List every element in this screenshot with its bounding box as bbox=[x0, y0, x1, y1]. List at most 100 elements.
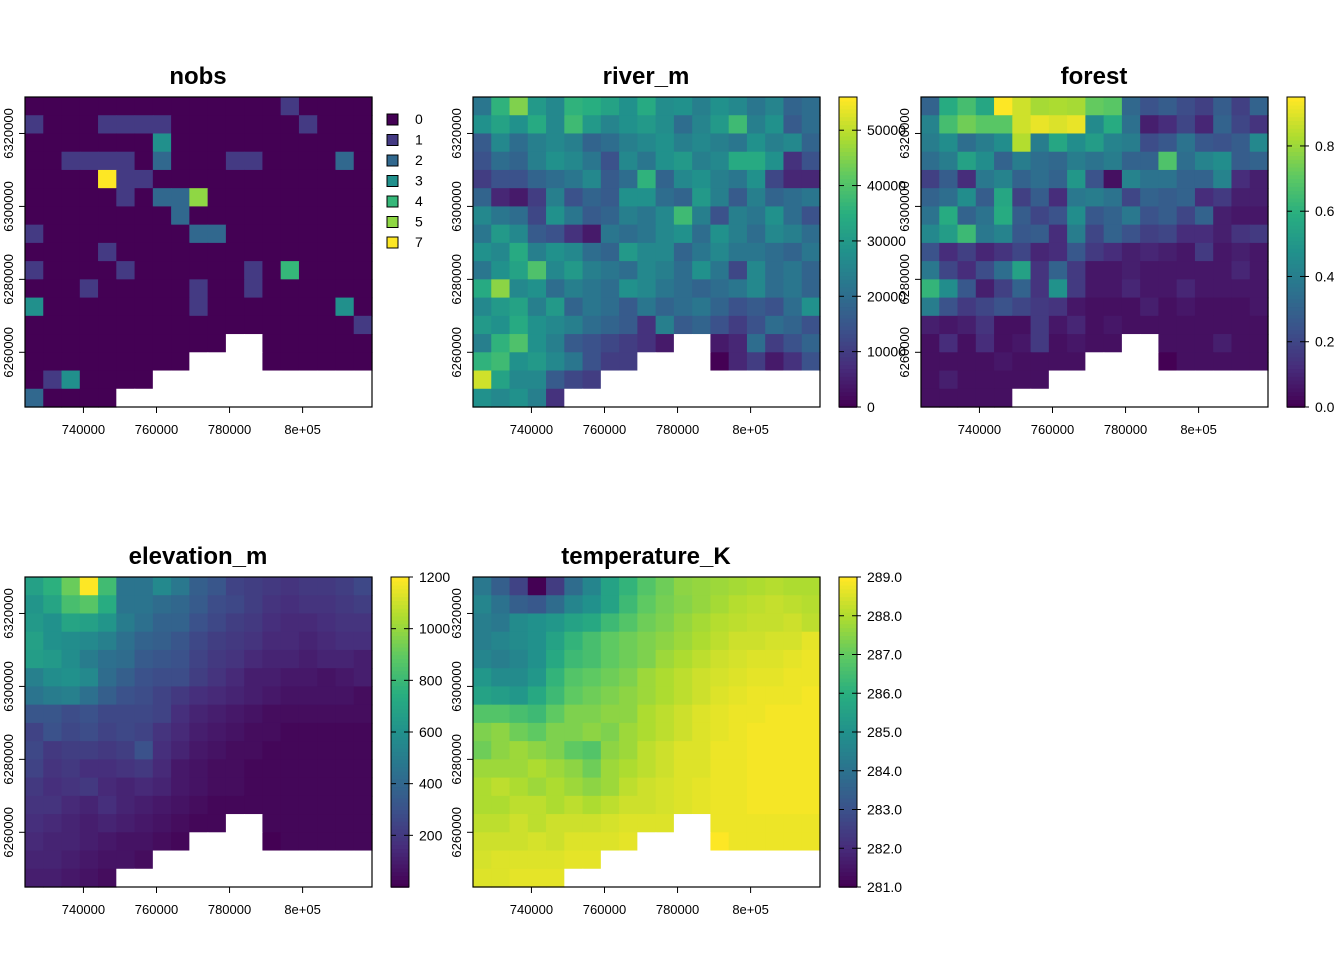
raster-cell bbox=[335, 388, 355, 408]
raster-cell bbox=[765, 169, 785, 189]
raster-cell bbox=[655, 850, 675, 870]
colorbar-step bbox=[391, 794, 409, 799]
raster-cell bbox=[152, 188, 172, 208]
raster-cell bbox=[655, 649, 675, 669]
raster-cell bbox=[1158, 242, 1178, 262]
raster-cell bbox=[1030, 151, 1050, 171]
colorbar-label: 289.0 bbox=[867, 569, 902, 585]
raster-cell bbox=[673, 352, 693, 372]
raster-cell bbox=[335, 814, 355, 833]
raster-cell bbox=[189, 577, 209, 596]
y-tick-label: 6300000 bbox=[449, 661, 464, 712]
raster-cell bbox=[98, 388, 117, 408]
colorbar-step bbox=[1287, 352, 1305, 358]
raster-cell bbox=[1194, 334, 1214, 353]
raster-cell bbox=[298, 777, 318, 797]
raster-cell bbox=[783, 315, 803, 335]
colorbar-step bbox=[1287, 228, 1305, 234]
raster-cell bbox=[783, 577, 803, 596]
raster-cell bbox=[61, 595, 81, 615]
colorbar-step bbox=[1287, 213, 1305, 218]
raster-cell bbox=[765, 261, 785, 280]
raster-cell bbox=[335, 97, 355, 116]
raster-cell bbox=[509, 595, 529, 615]
raster-cell bbox=[43, 649, 63, 669]
colorbar-step bbox=[1287, 275, 1305, 280]
raster-cell bbox=[1067, 261, 1086, 280]
raster-cell bbox=[98, 649, 117, 669]
raster-cell bbox=[335, 850, 355, 870]
colorbar-step bbox=[839, 615, 857, 621]
raster-cell bbox=[98, 814, 117, 833]
raster-cell bbox=[353, 169, 373, 189]
raster-cell bbox=[692, 668, 712, 688]
raster-cell bbox=[25, 577, 44, 596]
raster-cell bbox=[262, 97, 282, 116]
raster-cell bbox=[353, 151, 373, 171]
raster-cell bbox=[262, 814, 282, 833]
raster-cell bbox=[473, 722, 492, 742]
raster-cell bbox=[637, 722, 657, 742]
plot-frame bbox=[24, 96, 373, 408]
raster-cell bbox=[765, 577, 785, 596]
raster-cell bbox=[353, 832, 373, 852]
y-tick-label: 6300000 bbox=[897, 181, 912, 232]
raster-cell bbox=[491, 224, 511, 244]
colorbar-step bbox=[1287, 217, 1305, 222]
raster-cell bbox=[1213, 97, 1233, 116]
raster-cell bbox=[225, 188, 245, 208]
colorbar-step bbox=[839, 608, 857, 613]
raster-cell bbox=[600, 352, 620, 372]
raster-cell bbox=[473, 97, 492, 116]
x-tick-label: 760000 bbox=[583, 902, 626, 917]
raster-cell bbox=[1103, 206, 1123, 226]
raster-cell bbox=[298, 759, 318, 779]
raster-cell bbox=[116, 577, 136, 596]
x-tick-label: 780000 bbox=[1104, 422, 1147, 437]
raster-cell bbox=[728, 388, 748, 408]
raster-cell bbox=[1067, 334, 1086, 353]
raster-cell bbox=[655, 722, 675, 742]
raster-cell bbox=[1140, 224, 1160, 244]
raster-cell bbox=[61, 631, 81, 651]
raster-cell bbox=[994, 242, 1013, 262]
raster-cell bbox=[975, 206, 995, 226]
colorbar-label: 288.0 bbox=[867, 608, 902, 624]
raster-cell bbox=[98, 868, 117, 888]
raster-cell bbox=[1103, 133, 1123, 153]
raster-cell bbox=[171, 759, 190, 779]
raster-cell bbox=[1194, 388, 1214, 408]
raster-cell bbox=[1030, 297, 1050, 317]
colorbar-step bbox=[391, 584, 409, 590]
y-tick-label: 6260000 bbox=[1, 327, 16, 378]
raster-cell bbox=[189, 206, 209, 226]
raster-cell bbox=[546, 595, 565, 615]
colorbar-step bbox=[391, 743, 409, 749]
colorbar-step bbox=[839, 646, 857, 652]
raster-cell bbox=[335, 261, 355, 280]
raster-cell bbox=[353, 261, 373, 280]
raster-cell bbox=[975, 352, 995, 372]
raster-cell bbox=[98, 595, 117, 615]
raster-cell bbox=[116, 151, 136, 171]
raster-cell bbox=[600, 759, 620, 779]
colorbar-step bbox=[1287, 104, 1305, 110]
raster-cell bbox=[546, 370, 565, 390]
raster-cell bbox=[746, 334, 766, 353]
raster-cell bbox=[710, 741, 730, 760]
raster-cell bbox=[1176, 115, 1196, 135]
raster-cell bbox=[921, 151, 940, 171]
raster-cell bbox=[765, 668, 785, 688]
colorbar-step bbox=[839, 840, 857, 846]
raster-cell bbox=[801, 334, 821, 353]
raster-cell bbox=[957, 224, 977, 244]
raster-cell bbox=[939, 370, 959, 390]
raster-cell bbox=[728, 668, 748, 688]
raster-cell bbox=[1249, 297, 1269, 317]
raster-cell bbox=[134, 97, 154, 116]
raster-cell bbox=[280, 777, 300, 797]
raster-cell bbox=[207, 832, 227, 852]
raster-cell bbox=[801, 388, 821, 408]
raster-cell bbox=[801, 595, 821, 615]
raster-cell bbox=[710, 668, 730, 688]
